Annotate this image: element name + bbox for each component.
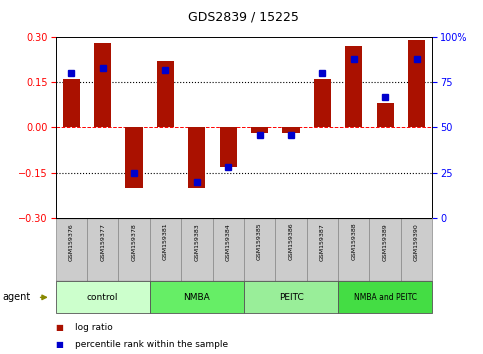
- Text: ■: ■: [56, 323, 63, 332]
- Bar: [94, 43, 111, 127]
- Bar: [314, 79, 331, 127]
- Text: GSM159383: GSM159383: [194, 223, 199, 261]
- Bar: [56, 218, 87, 281]
- Bar: [63, 79, 80, 127]
- Text: control: control: [87, 293, 118, 302]
- Text: ■: ■: [56, 339, 63, 349]
- Text: PEITC: PEITC: [279, 293, 303, 302]
- Bar: [251, 127, 268, 133]
- Bar: [244, 218, 275, 281]
- Bar: [244, 281, 338, 313]
- Text: GSM159384: GSM159384: [226, 223, 231, 261]
- Text: NMBA and PEITC: NMBA and PEITC: [354, 293, 417, 302]
- Text: GDS2839 / 15225: GDS2839 / 15225: [188, 10, 299, 23]
- Bar: [220, 127, 237, 166]
- Bar: [338, 281, 432, 313]
- Bar: [56, 281, 150, 313]
- Text: GSM159385: GSM159385: [257, 223, 262, 261]
- Text: GSM159389: GSM159389: [383, 223, 388, 261]
- Text: GSM159388: GSM159388: [351, 223, 356, 261]
- Bar: [408, 40, 425, 127]
- Text: GSM159390: GSM159390: [414, 223, 419, 261]
- Text: GSM159376: GSM159376: [69, 223, 74, 261]
- Bar: [307, 218, 338, 281]
- Text: percentile rank within the sample: percentile rank within the sample: [75, 339, 228, 349]
- Text: GSM159387: GSM159387: [320, 223, 325, 261]
- Bar: [87, 218, 118, 281]
- Text: GSM159386: GSM159386: [288, 223, 294, 261]
- Bar: [157, 61, 174, 127]
- Bar: [181, 218, 213, 281]
- Text: agent: agent: [2, 292, 30, 302]
- Text: NMBA: NMBA: [184, 293, 210, 302]
- Bar: [126, 127, 142, 188]
- Bar: [275, 218, 307, 281]
- Text: GSM159381: GSM159381: [163, 223, 168, 261]
- Bar: [369, 218, 401, 281]
- Bar: [377, 103, 394, 127]
- Bar: [213, 218, 244, 281]
- Bar: [150, 281, 244, 313]
- Bar: [150, 218, 181, 281]
- Bar: [401, 218, 432, 281]
- Text: GSM159378: GSM159378: [131, 223, 137, 261]
- Text: log ratio: log ratio: [75, 323, 113, 332]
- Bar: [118, 218, 150, 281]
- Bar: [338, 218, 369, 281]
- Bar: [188, 127, 205, 188]
- Bar: [345, 46, 362, 127]
- Bar: [283, 127, 299, 133]
- Text: GSM159377: GSM159377: [100, 223, 105, 261]
